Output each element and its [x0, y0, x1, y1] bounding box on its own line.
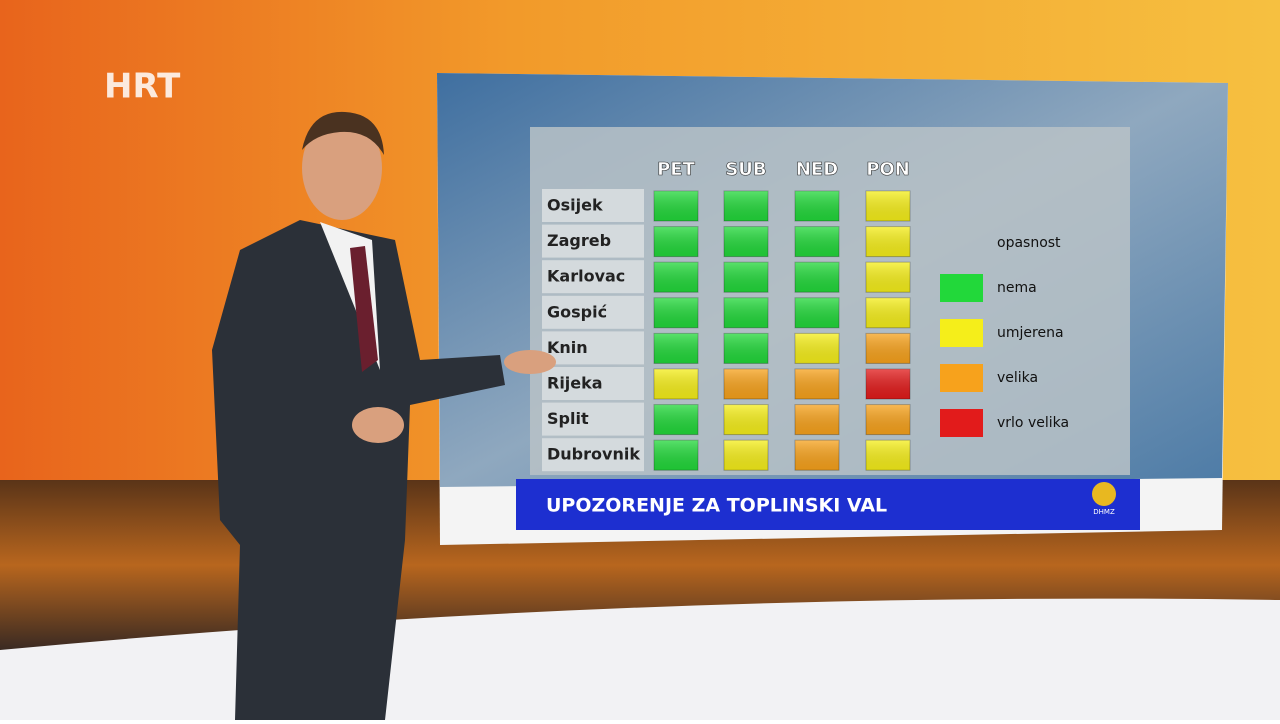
- warning-cell-shade: [654, 297, 698, 328]
- warning-cell-shade: [795, 333, 839, 364]
- legend-label: vrlo velika: [997, 415, 1069, 431]
- warning-cell-shade: [654, 404, 698, 435]
- legend-swatch: [940, 319, 983, 347]
- warning-cell-shade: [866, 262, 910, 293]
- warning-cell-shade: [795, 262, 839, 293]
- warning-cell-shade: [654, 191, 698, 221]
- warning-cell-shade: [795, 404, 839, 435]
- city-name: Karlovac: [547, 267, 625, 286]
- warning-cell-shade: [654, 262, 698, 293]
- warning-cell-shade: [724, 191, 768, 221]
- warning-cell-shade: [795, 297, 839, 328]
- legend-label: umjerena: [997, 325, 1064, 341]
- legend-swatch: [940, 274, 983, 302]
- column-header: NED: [796, 159, 838, 180]
- city-name: Dubrovnik: [547, 445, 640, 464]
- legend-title: opasnost: [997, 235, 1061, 251]
- banner-title: UPOZORENJE ZA TOPLINSKI VAL: [546, 495, 887, 517]
- city-name: Gospić: [547, 302, 607, 321]
- warning-cell-shade: [866, 333, 910, 364]
- warning-cell-shade: [654, 369, 698, 399]
- warning-cell-shade: [795, 440, 839, 471]
- banner-logo-icon: [1092, 482, 1116, 506]
- city-cell: [542, 367, 644, 400]
- warning-cell-shade: [654, 440, 698, 471]
- warning-cell-shade: [724, 297, 768, 328]
- warning-cell-shade: [866, 369, 910, 399]
- warning-cell-shade: [866, 191, 910, 221]
- city-cell: [542, 438, 644, 472]
- city-name: Knin: [547, 338, 588, 357]
- city-cell: [542, 224, 644, 258]
- column-header: SUB: [725, 159, 766, 180]
- warning-cell-shade: [795, 369, 839, 399]
- warning-cell-shade: [724, 440, 768, 471]
- city-cell: [542, 295, 644, 329]
- warning-cell-shade: [866, 226, 910, 257]
- warning-cell-shade: [795, 226, 839, 257]
- banner-logo: DHMZ: [1093, 508, 1115, 516]
- column-header: PET: [657, 159, 695, 180]
- warning-cell-shade: [866, 440, 910, 471]
- city-name: Split: [547, 409, 589, 428]
- legend-label: velika: [997, 370, 1038, 386]
- warning-cell-shade: [866, 297, 910, 328]
- warning-cell-shade: [724, 404, 768, 435]
- warning-cell-shade: [724, 369, 768, 399]
- warning-cell-shade: [866, 404, 910, 435]
- city-name: Rijeka: [547, 374, 603, 393]
- city-cell: [542, 402, 644, 436]
- city-name: Zagreb: [547, 231, 611, 250]
- warning-cell-shade: [654, 333, 698, 364]
- warning-cell-shade: [724, 333, 768, 364]
- warning-cell-shade: [724, 262, 768, 293]
- presenter: [212, 111, 556, 720]
- warning-cell-shade: [724, 226, 768, 257]
- city-cell: [542, 260, 644, 294]
- legend-label: nema: [997, 280, 1037, 296]
- banner: [516, 479, 1140, 530]
- channel-logo: HRT: [104, 67, 181, 107]
- legend-swatch: [940, 409, 983, 437]
- city-name: Osijek: [547, 196, 603, 215]
- column-header: PON: [866, 159, 910, 180]
- warning-cell-shade: [654, 226, 698, 257]
- city-cell: [542, 189, 644, 222]
- legend-swatch: [940, 364, 983, 392]
- warning-cell-shade: [795, 191, 839, 221]
- city-cell: [542, 331, 644, 365]
